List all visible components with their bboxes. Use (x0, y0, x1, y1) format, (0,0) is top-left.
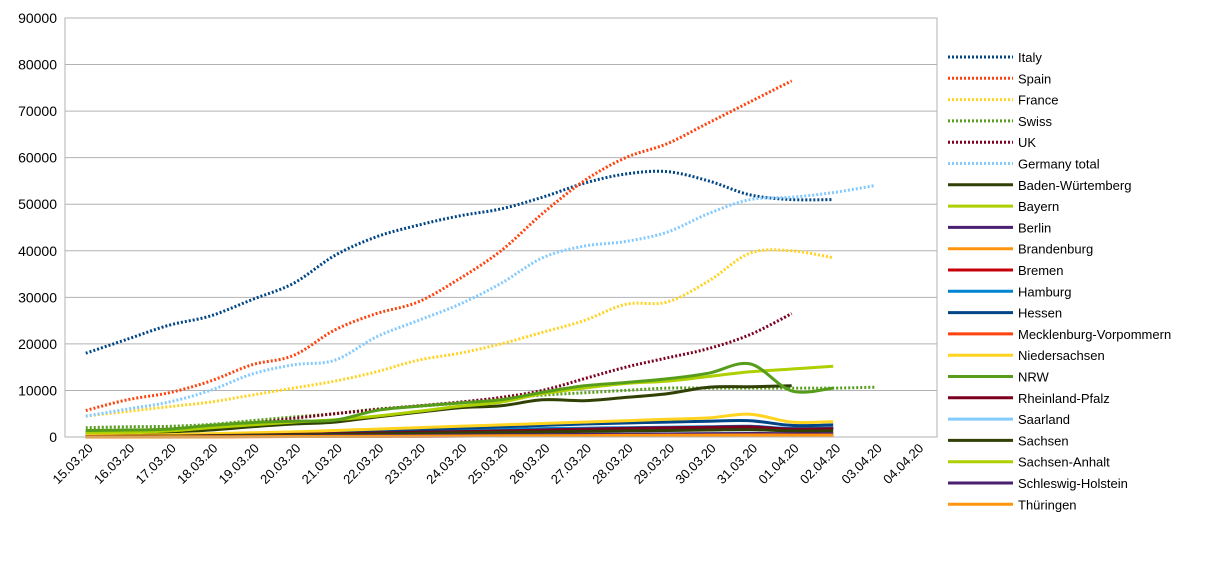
legend-label: Sachsen (1018, 433, 1069, 448)
legend-label: Rheinland-Pfalz (1018, 391, 1110, 406)
x-tick-label: 22.03.20 (340, 441, 386, 487)
y-tick-label: 60000 (18, 150, 57, 166)
series-line-germany-total (85, 184, 875, 418)
legend-label: Sachsen-Anhalt (1018, 455, 1110, 470)
legend-label: Italy (1018, 50, 1042, 65)
legend-label: Bayern (1018, 199, 1059, 214)
y-tick-label: 30000 (18, 289, 57, 305)
y-tick-label: 90000 (18, 10, 57, 26)
x-tick-label: 18.03.20 (174, 441, 220, 487)
x-tick-label: 01.04.20 (755, 441, 801, 487)
x-tick-label: 02.04.20 (797, 441, 843, 487)
x-tick-label: 04.04.20 (880, 441, 926, 487)
legend-label: Swiss (1018, 114, 1052, 129)
series-line-uk (85, 312, 793, 433)
legend: Italy Spain France Swiss UK Germany total Bade… (948, 50, 1171, 512)
series-line-france (85, 248, 834, 418)
y-gridlines (65, 17, 937, 438)
data-series (85, 79, 875, 439)
y-tick-label: 10000 (18, 382, 57, 398)
x-tick-label: 21.03.20 (299, 441, 345, 487)
x-tick-label: 15.03.20 (49, 441, 95, 487)
x-axis-tick-labels: 15.03.2016.03.2017.03.2018.03.2019.03.20… (49, 441, 926, 487)
y-tick-label: 50000 (18, 196, 57, 212)
series-line-nrw (85, 361, 834, 432)
legend-label: Berlin (1018, 220, 1051, 235)
legend-label: France (1018, 93, 1058, 108)
x-tick-label: 31.03.20 (714, 441, 760, 487)
legend-label: Hessen (1018, 306, 1062, 321)
legend-label: Brandenburg (1018, 242, 1093, 257)
x-tick-label: 19.03.20 (216, 441, 262, 487)
y-tick-label: 70000 (18, 103, 57, 119)
legend-label: Niedersachsen (1018, 348, 1105, 363)
legend-label: Hamburg (1018, 284, 1071, 299)
y-tick-label: 20000 (18, 336, 57, 352)
legend-label: Saarland (1018, 412, 1070, 427)
x-tick-label: 16.03.20 (91, 441, 137, 487)
legend-label: Baden-Würtemberg (1018, 178, 1131, 193)
x-tick-label: 03.04.20 (838, 441, 884, 487)
x-tick-label: 27.03.20 (548, 441, 594, 487)
legend-label: Germany total (1018, 157, 1100, 172)
legend-label: Schleswig-Holstein (1018, 476, 1128, 491)
x-tick-label: 30.03.20 (672, 441, 718, 487)
legend-label: Bremen (1018, 263, 1064, 278)
legend-label: NRW (1018, 370, 1050, 385)
x-tick-label: 25.03.20 (465, 441, 511, 487)
series-line-spain (85, 79, 793, 412)
x-tick-label: 20.03.20 (257, 441, 303, 487)
series-line-italy (85, 169, 834, 355)
legend-label: Thüringen (1018, 497, 1077, 512)
x-tick-label: 29.03.20 (631, 441, 677, 487)
plot-area-frame (64, 17, 938, 438)
legend-label: Spain (1018, 71, 1051, 86)
y-axis-tick-labels: 0 10000 20000 30000 40000 50000 60000 70000 8000… (18, 10, 57, 445)
x-tick-label: 23.03.20 (382, 441, 428, 487)
x-tick-label: 28.03.20 (589, 441, 635, 487)
x-tick-label: 17.03.20 (133, 441, 179, 487)
x-tick-label: 24.03.20 (423, 441, 469, 487)
series-line-niedersachsen (85, 412, 834, 438)
series-line-bayern (85, 364, 834, 435)
legend-label: UK (1018, 135, 1036, 150)
x-tick-label: 26.03.20 (506, 441, 552, 487)
y-tick-label: 80000 (18, 57, 57, 73)
y-tick-label: 40000 (18, 243, 57, 259)
y-tick-label: 0 (49, 429, 57, 445)
legend-label: Mecklenburg-Vorpommern (1018, 327, 1171, 342)
